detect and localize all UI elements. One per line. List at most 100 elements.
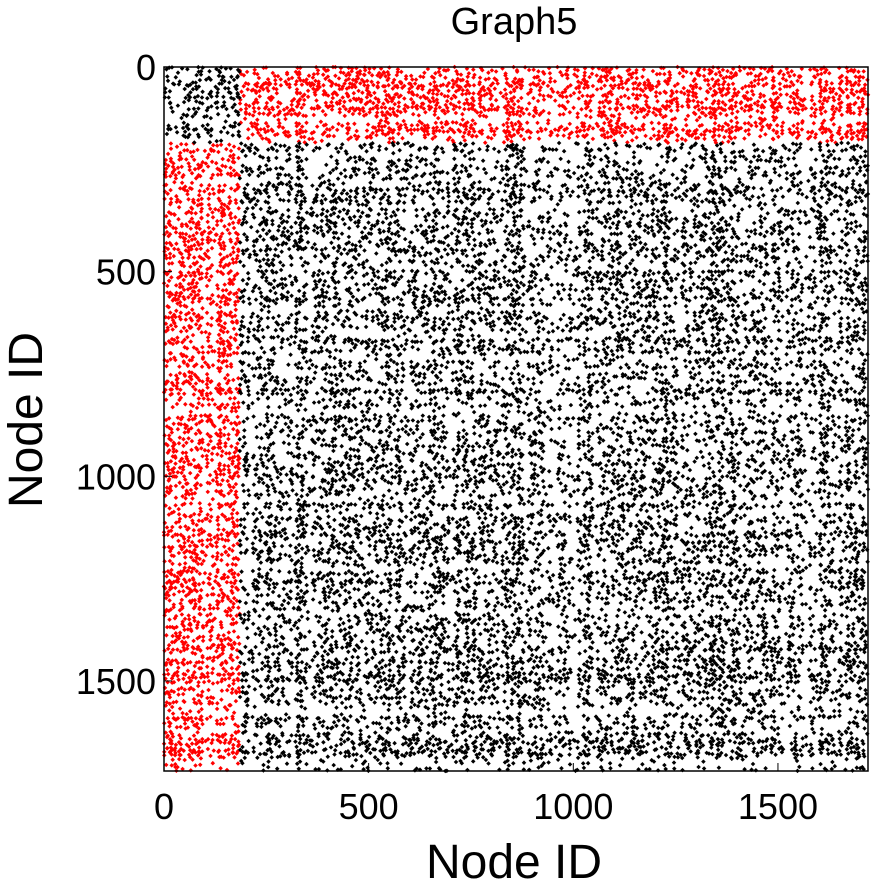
- data-point: [199, 446, 204, 451]
- data-point: [294, 744, 299, 750]
- data-point: [210, 186, 216, 192]
- data-point: [177, 480, 182, 485]
- data-point: [186, 107, 191, 112]
- data-point: [289, 312, 294, 318]
- data-point: [289, 671, 294, 676]
- data-point: [777, 81, 783, 87]
- data-point: [238, 660, 243, 665]
- data-point: [257, 613, 262, 619]
- data-point: [386, 140, 392, 145]
- data-point: [266, 194, 272, 200]
- data-point: [246, 488, 251, 493]
- data-point: [177, 364, 182, 369]
- data-point: [245, 384, 251, 390]
- data-point: [272, 544, 277, 549]
- data-point: [191, 149, 196, 154]
- data-point: [205, 489, 211, 495]
- data-point: [291, 435, 297, 440]
- data-point: [204, 283, 210, 289]
- data-point: [515, 98, 521, 104]
- data-point: [190, 332, 196, 338]
- data-point: [238, 578, 244, 584]
- data-point: [286, 425, 291, 430]
- data-point: [566, 135, 572, 141]
- data-point: [201, 607, 207, 612]
- data-point: [273, 638, 279, 643]
- data-point: [165, 325, 171, 330]
- data-point: [228, 364, 234, 369]
- data-point: [171, 446, 176, 452]
- data-point: [244, 472, 249, 478]
- data-point: [165, 715, 171, 721]
- data-point: [165, 379, 171, 384]
- data-point: [236, 474, 241, 479]
- data-point: [258, 248, 263, 253]
- data-point: [286, 207, 291, 213]
- data-point: [244, 626, 250, 631]
- data-point: [268, 501, 273, 506]
- data-point: [809, 98, 815, 103]
- data-point: [272, 253, 278, 258]
- data-point: [321, 83, 326, 88]
- data-point: [216, 208, 221, 213]
- data-point: [222, 544, 227, 549]
- data-point: [264, 252, 270, 258]
- data-point: [181, 676, 186, 682]
- data-point: [224, 358, 229, 364]
- data-points: [161, 64, 871, 774]
- data-point: [231, 426, 236, 432]
- data-point: [254, 668, 260, 673]
- data-point: [779, 124, 785, 129]
- data-point: [403, 76, 409, 82]
- data-point: [184, 440, 189, 446]
- data-point: [204, 271, 210, 276]
- data-point: [634, 135, 639, 140]
- data-point: [213, 574, 219, 579]
- data-point: [283, 552, 288, 558]
- data-point: [188, 226, 194, 231]
- data-point: [229, 584, 235, 589]
- data-point: [281, 586, 287, 592]
- data-point: [250, 400, 255, 406]
- data-point: [182, 430, 187, 435]
- data-point: [208, 438, 213, 444]
- data-point: [170, 524, 175, 530]
- data-point: [241, 419, 246, 424]
- data-point: [792, 72, 797, 78]
- data-point: [255, 593, 260, 599]
- data-point: [293, 545, 299, 550]
- data-point: [819, 111, 824, 116]
- data-point: [244, 536, 250, 542]
- data-point: [215, 269, 220, 274]
- data-point: [191, 696, 197, 702]
- data-point: [174, 725, 180, 730]
- data-point: [169, 430, 175, 435]
- data-point: [255, 314, 261, 319]
- data-point: [351, 90, 357, 96]
- data-point: [231, 326, 237, 332]
- data-point: [205, 350, 211, 355]
- data-point: [216, 527, 221, 532]
- data-point: [289, 224, 294, 230]
- data-point: [189, 447, 194, 453]
- data-point: [242, 186, 248, 191]
- data-point: [286, 315, 291, 321]
- data-point: [255, 117, 260, 123]
- data-point: [320, 72, 326, 77]
- data-point: [536, 69, 541, 74]
- data-point: [219, 688, 225, 693]
- data-point: [176, 665, 181, 670]
- data-point: [219, 309, 224, 315]
- data-point: [219, 552, 225, 557]
- data-point: [179, 597, 185, 603]
- data-point: [240, 163, 246, 168]
- data-point: [207, 518, 213, 524]
- data-point: [264, 100, 270, 106]
- data-point: [177, 465, 183, 470]
- data-point: [181, 459, 187, 465]
- data-point: [208, 753, 213, 759]
- data-point: [259, 294, 264, 299]
- data-point: [193, 716, 199, 721]
- data-point: [184, 680, 189, 685]
